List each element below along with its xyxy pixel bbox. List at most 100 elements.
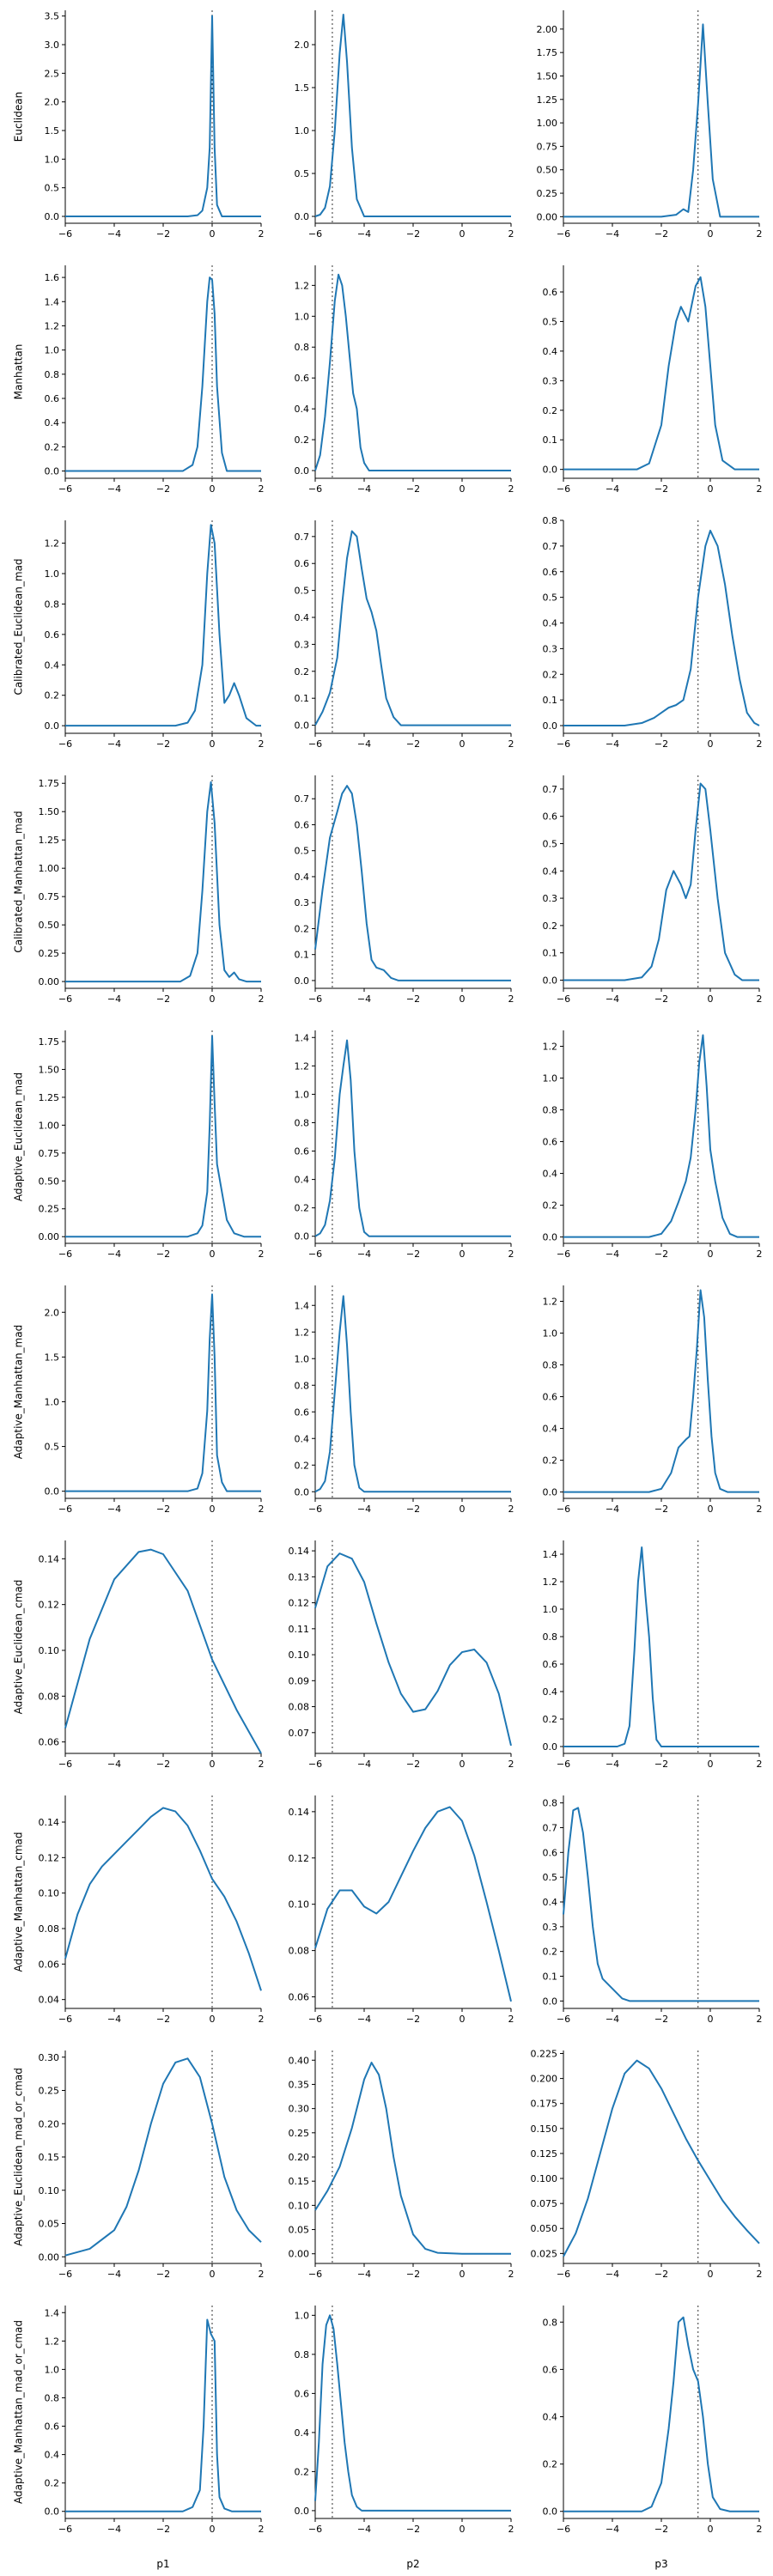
y-tick-label: 0.12 (39, 1600, 60, 1611)
x-tick-label: −4 (357, 1504, 371, 1515)
y-tick-label: 0.6 (543, 2364, 558, 2375)
density-curve (563, 276, 759, 471)
y-tick-label: 1.0 (543, 1073, 558, 1084)
x-tick-label: −4 (107, 2524, 121, 2535)
x-tick-label: −6 (308, 993, 322, 1005)
y-tick-label: 1.0 (543, 1328, 558, 1340)
y-tick-label: 0.6 (543, 1392, 558, 1403)
y-tick-label: 0.1 (295, 950, 310, 961)
row-label: Manhattan (13, 344, 25, 400)
y-tick-label: 2.0 (45, 97, 60, 108)
x-tick-label: −4 (606, 1249, 619, 1260)
x-tick-label: 2 (757, 1504, 763, 1515)
x-tick-label: 0 (708, 228, 714, 240)
y-tick-label: 0.0 (543, 2506, 558, 2518)
x-tick-label: −4 (606, 1759, 619, 1770)
y-tick-label: 0.7 (543, 1822, 558, 1833)
x-tick-label: −4 (606, 993, 619, 1005)
y-tick-label: 0.1 (295, 693, 310, 704)
y-tick-label: 0.05 (289, 2225, 310, 2236)
y-tick-label: 0.2 (543, 920, 558, 932)
y-tick-label: 0.11 (289, 1624, 310, 1635)
x-tick-label: −6 (308, 1249, 322, 1260)
x-tick-label: −2 (156, 2524, 170, 2535)
y-tick-label: 0.14 (39, 1817, 60, 1828)
density-curve (64, 1548, 262, 1754)
y-tick-label: 0.7 (295, 532, 310, 543)
y-tick-label: 1.25 (39, 1092, 60, 1103)
density-curve (563, 23, 759, 218)
y-tick-label: 0.3 (543, 1922, 558, 1933)
row-label: Adaptive_Manhattan_mad (13, 1325, 25, 1459)
y-tick-label: 0.4 (543, 2412, 558, 2423)
x-tick-label: −6 (557, 483, 570, 495)
x-tick-label: −6 (557, 738, 570, 750)
x-tick-label: 0 (210, 738, 216, 750)
y-tick-label: 3.5 (45, 11, 60, 22)
x-tick-label: −2 (654, 2524, 668, 2535)
y-tick-label: 0.0 (45, 2506, 60, 2518)
y-tick-label: 0.2 (295, 434, 310, 446)
row-label: Adaptive_Manhattan_cmad (13, 1832, 25, 1971)
x-tick-label: 2 (757, 2014, 763, 2025)
y-tick-label: 1.0 (295, 1353, 310, 1364)
density-curve (563, 782, 759, 981)
x-tick-label: −4 (357, 738, 371, 750)
y-tick-label: 0.25 (537, 188, 558, 199)
x-tick-label: 2 (508, 1504, 514, 1515)
y-tick-label: 2.00 (537, 24, 558, 35)
x-tick-label: −6 (58, 1759, 72, 1770)
x-tick-label: 0 (210, 993, 216, 1005)
x-tick-label: 2 (259, 2014, 265, 2025)
density-curve (65, 781, 261, 983)
x-tick-label: 0 (460, 1249, 466, 1260)
y-tick-label: 0.2 (543, 2459, 558, 2470)
density-curve (563, 1034, 759, 1238)
y-tick-label: 0.6 (295, 1146, 310, 1157)
y-tick-label: 0.5 (543, 316, 558, 327)
y-tick-label: 1.50 (39, 806, 60, 817)
y-tick-label: 0.2 (295, 1460, 310, 1471)
y-tick-label: 0.0 (543, 975, 558, 986)
subplot: −6 −4 −2 0 2 0.0 0.2 0.4 0.6 0.8 1.0 1.2 (295, 265, 514, 495)
y-tick-label: 0.2 (45, 2478, 60, 2489)
y-tick-label: 0.09 (289, 1675, 310, 1686)
row-label: Calibrated_Manhattan_mad (13, 811, 25, 952)
x-tick-label: 2 (757, 483, 763, 495)
x-tick-label: −4 (606, 228, 619, 240)
subplot: −6 −4 −2 0 2 0.0 0.2 0.4 0.6 0.8 (543, 2306, 763, 2535)
subplot: −6 −4 −2 0 2 0.04 0.06 0.08 0.10 0.12 0.14 (39, 1795, 265, 2025)
x-tick-label: −4 (606, 1504, 619, 1515)
y-tick-label: 1.0 (295, 2310, 310, 2321)
y-tick-label: 0.4 (295, 2427, 310, 2439)
x-tick-label: −4 (606, 2014, 619, 2025)
y-tick-label: 0.025 (531, 2248, 558, 2259)
y-tick-label: 0.0 (543, 720, 558, 732)
y-tick-label: 0.30 (289, 2104, 310, 2115)
x-tick-label: −4 (357, 483, 371, 495)
y-tick-label: 0.6 (295, 819, 310, 830)
x-tick-label: −4 (107, 1759, 121, 1770)
x-tick-label: 0 (210, 2014, 216, 2025)
x-tick-label: −4 (107, 228, 121, 240)
y-tick-label: 0.50 (537, 165, 558, 176)
x-tick-label: 2 (508, 2269, 514, 2280)
density-curve (563, 1807, 759, 2002)
density-curve (314, 1039, 511, 1237)
y-tick-label: 1.2 (45, 320, 60, 331)
x-tick-label: −2 (406, 993, 420, 1005)
y-tick-label: 0.6 (543, 1847, 558, 1858)
y-tick-label: 0.4 (295, 1175, 310, 1186)
y-tick-label: 0.13 (289, 1571, 310, 1583)
y-tick-label: 1.2 (295, 1327, 310, 1338)
x-tick-label: −4 (107, 2269, 121, 2280)
x-tick-label: −2 (406, 1504, 420, 1515)
x-tick-label: 2 (757, 228, 763, 240)
x-tick-label: −4 (357, 993, 371, 1005)
x-tick-label: 2 (259, 1504, 265, 1515)
x-tick-label: −2 (654, 1759, 668, 1770)
y-tick-label: 1.25 (39, 835, 60, 846)
y-tick-label: 0.08 (39, 1691, 60, 1702)
subplot: −6 −4 −2 0 2 0.0 0.1 0.2 0.3 0.4 0.5 0.6 0.7 0.8 (543, 1795, 763, 2025)
y-tick-label: 1.75 (39, 1036, 60, 1048)
